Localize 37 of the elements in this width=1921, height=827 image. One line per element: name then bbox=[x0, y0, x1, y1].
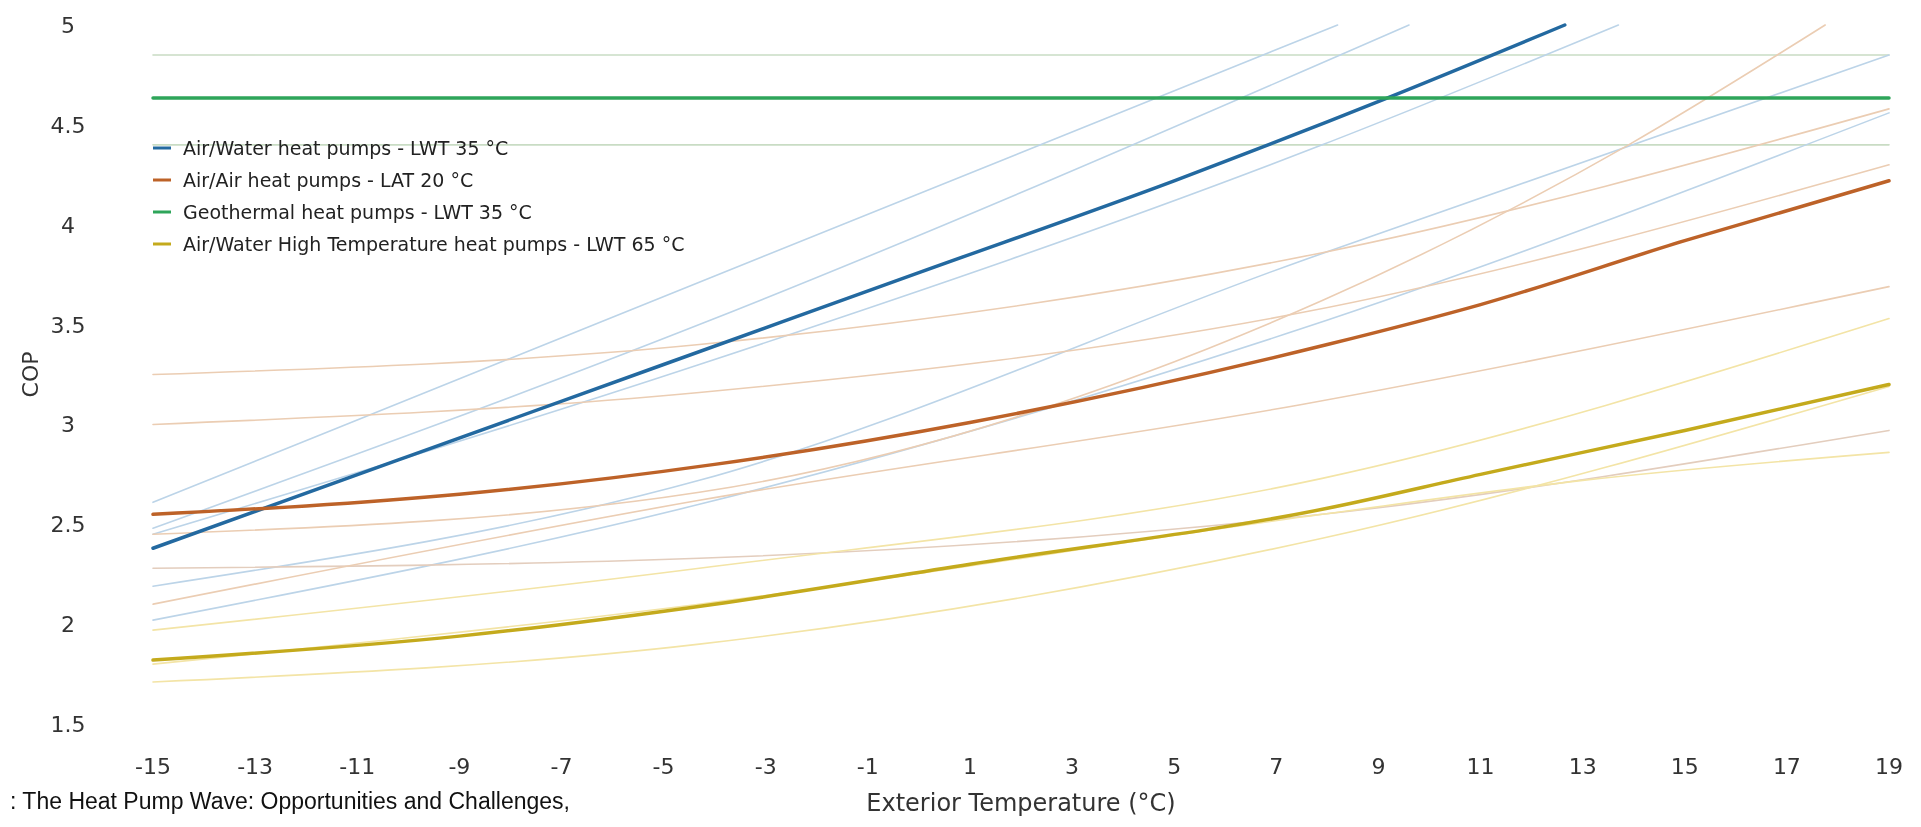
x-tick-label: -13 bbox=[237, 754, 274, 779]
legend-label: Air/Air heat pumps - LAT 20 °C bbox=[183, 169, 474, 191]
y-axis-title: COP bbox=[18, 351, 43, 398]
y-tick-label: 4 bbox=[61, 212, 75, 238]
x-tick-label: 11 bbox=[1466, 754, 1495, 779]
x-tick-label: -1 bbox=[856, 754, 879, 779]
line-series bbox=[152, 112, 1890, 621]
x-tick-label: -15 bbox=[135, 754, 171, 779]
x-tick-label: -7 bbox=[550, 754, 573, 779]
x-tick-label: -11 bbox=[339, 754, 376, 779]
x-tick-label: 1 bbox=[962, 754, 977, 779]
legend-label: Air/Water High Temperature heat pumps - LWT 65 °C bbox=[183, 233, 685, 255]
y-tick-label: 4.5 bbox=[50, 112, 86, 138]
x-tick-label: 9 bbox=[1371, 754, 1386, 779]
x-tick-label: 7 bbox=[1269, 754, 1284, 779]
line-series bbox=[152, 285, 1890, 605]
line-series bbox=[152, 54, 1890, 587]
x-tick-label: 17 bbox=[1772, 754, 1801, 779]
legend-label: Air/Water heat pumps - LWT 35 °C bbox=[183, 137, 509, 159]
x-axis-title: Exterior Temperature (°C) bbox=[866, 789, 1176, 817]
y-tick-label: 2 bbox=[61, 612, 75, 638]
x-tick-label: 19 bbox=[1875, 754, 1903, 779]
y-tick-label: 5 bbox=[61, 13, 75, 38]
x-tick-label: 3 bbox=[1065, 754, 1080, 779]
legend-label: Geothermal heat pumps - LWT 35 °C bbox=[183, 201, 532, 223]
y-tick-label: 3 bbox=[61, 412, 75, 438]
x-tick-label: -9 bbox=[448, 754, 471, 779]
x-tick-label: -3 bbox=[754, 754, 777, 779]
x-tick-label: 5 bbox=[1167, 754, 1182, 779]
text: : The Heat Pump Wave: Opportunities and Challenges, bbox=[10, 788, 570, 814]
y-tick-label: 1.5 bbox=[50, 712, 86, 737]
y-tick-label: 3.5 bbox=[50, 312, 86, 338]
x-tick-label: -5 bbox=[652, 754, 675, 779]
line-series bbox=[152, 317, 1890, 631]
x-tick-label: 13 bbox=[1568, 754, 1597, 779]
y-tick-label: 2.5 bbox=[50, 512, 86, 538]
x-tick-label: 15 bbox=[1670, 754, 1699, 779]
